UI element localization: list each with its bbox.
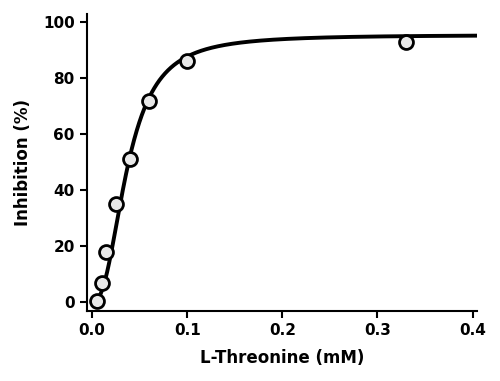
Point: [402, 39, 410, 45]
X-axis label: L-Threonine (mM): L-Threonine (mM): [200, 349, 364, 367]
Point: [102, 249, 110, 255]
Point: [98, 280, 106, 286]
Point: [145, 98, 153, 104]
Point: [126, 156, 134, 162]
Y-axis label: Inhibition (%): Inhibition (%): [14, 99, 32, 226]
Point: [93, 298, 101, 304]
Point: [183, 58, 191, 64]
Point: [112, 201, 120, 207]
